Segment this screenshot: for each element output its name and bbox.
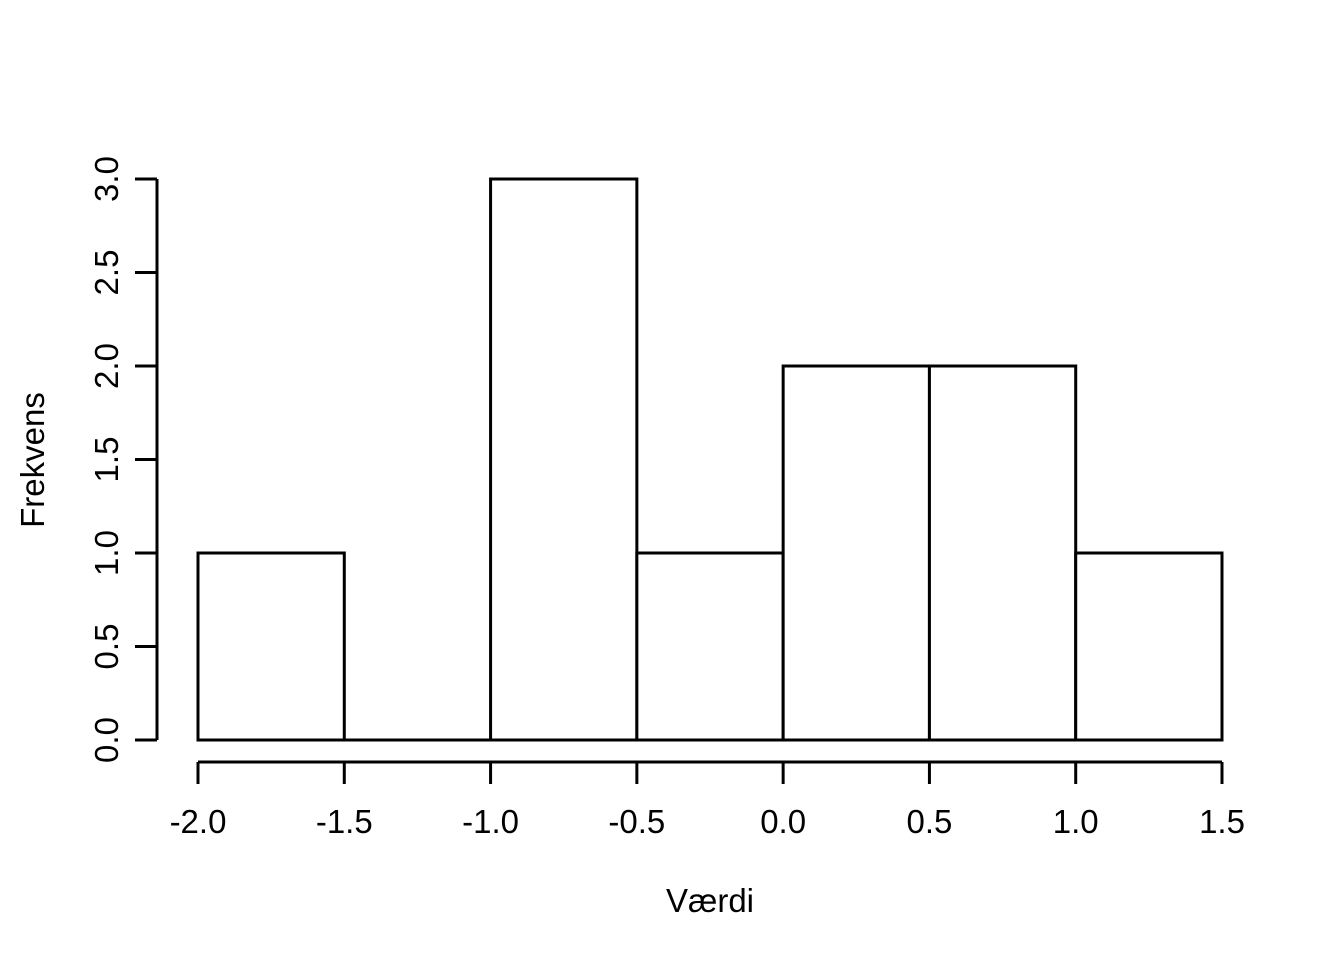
x-axis-title: Værdi [666,882,754,919]
histogram-bar [1074,551,1224,742]
histogram-bar [635,551,785,742]
axes-group: 0.0 0.5 1.0 1.5 2.0 2.5 3.0 -2.0 -1.5 -1.0 -0.5 0.0… [88,156,1245,840]
histogram-bar [196,551,346,742]
y-tick-label: 2.5 [88,250,125,296]
y-axis-title: Frekvens [14,392,51,528]
histogram-bar [781,364,931,742]
x-tick-label: 1.0 [1053,803,1099,840]
histogram-bar [489,177,639,742]
bars-group [196,177,1224,742]
x-tick-label: -0.5 [608,803,665,840]
y-tick-label: 0.5 [88,624,125,670]
y-tick-label: 1.0 [88,530,125,576]
y-tick-label: 0.0 [88,717,125,763]
histogram-bar [927,364,1078,742]
x-tick-label: 1.5 [1199,803,1245,840]
y-tick-label: 3.0 [88,156,125,202]
x-tick-label: -2.0 [170,803,227,840]
y-tick-label: 2.0 [88,343,125,389]
x-tick-label: -1.0 [462,803,519,840]
x-tick-label: 0.0 [760,803,806,840]
x-tick-label: -1.5 [316,803,373,840]
y-tick-label: 1.5 [88,437,125,483]
x-tick-label: 0.5 [906,803,952,840]
